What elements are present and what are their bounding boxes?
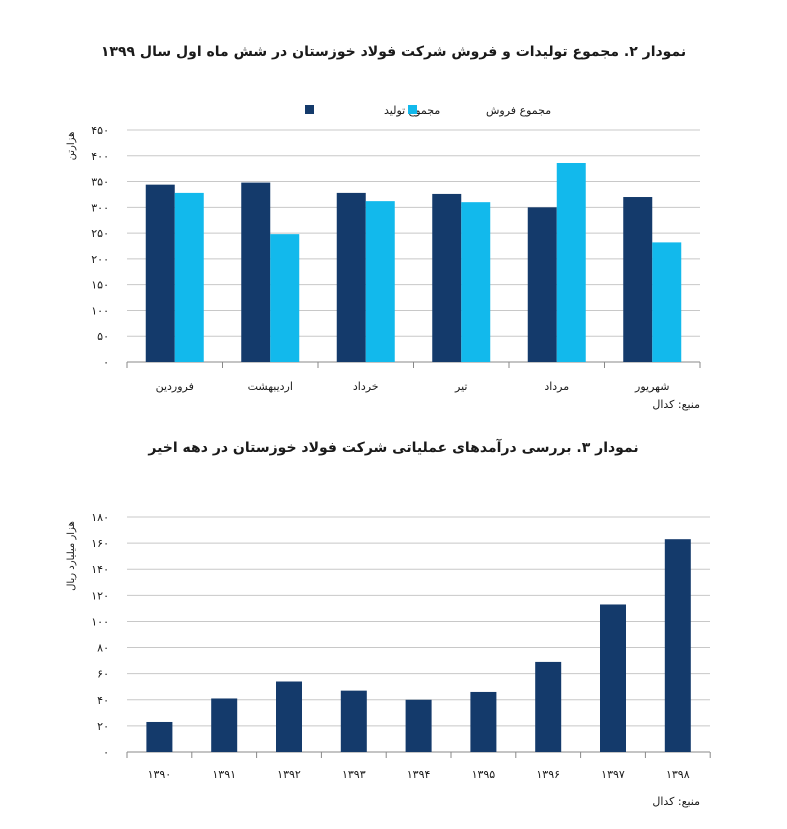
chart2-category-label: ۱۳۹۱ (212, 768, 236, 781)
chart1-bar (527, 207, 557, 362)
chart1-bar (174, 192, 204, 362)
chart2-source: منبع: کدال (652, 795, 700, 808)
chart1-bar (336, 192, 366, 362)
chart1-y-tick-label: ۴۰۰ (91, 150, 109, 163)
chart2-bar (664, 539, 691, 752)
chart2-y-tick-label: ۱۴۰ (91, 563, 109, 576)
chart1-title: نمودار ۲. مجموع تولیدات و فروش شرکت فولا… (100, 44, 687, 60)
chart1-bar (145, 184, 175, 362)
chart2-y-axis-label: هزار میلیارد ریال (66, 521, 77, 591)
chart2-category-label: ۱۳۹۵ (472, 768, 496, 781)
chart1-legend-swatch (408, 105, 417, 114)
chart1-y-tick-label: ۵۰ (97, 330, 109, 343)
chart1-bar (241, 182, 271, 362)
chart2-bar (470, 691, 497, 752)
chart2-title: نمودار ۳. بررسی درآمدهای عملیاتی شرکت فو… (148, 440, 639, 456)
chart2-y-tick-label: ۱۶۰ (91, 537, 109, 550)
chart2-y-tick-label: ۱۲۰ (91, 589, 109, 602)
chart2-bar (146, 721, 173, 752)
chart1-y-tick-label: ۴۵۰ (91, 124, 109, 137)
chart1-y-tick-label: ۱۵۰ (91, 279, 109, 292)
chart1-bar (623, 197, 653, 362)
chart1-y-tick-label: ۳۵۰ (91, 176, 109, 189)
chart2-bar (535, 661, 562, 752)
chart2-bar (340, 690, 367, 752)
chart2-category-label: ۱۳۹۸ (666, 768, 690, 781)
chart1-category-label: تیر (454, 380, 467, 393)
chart1-y-tick-label: ۰ (103, 356, 109, 369)
chart1-category-label: خرداد (353, 380, 379, 393)
chart2-y-tick-label: ۴۰ (97, 694, 109, 707)
chart1-y-tick-label: ۲۵۰ (91, 227, 109, 240)
chart1-bar (652, 242, 682, 362)
chart1-bar (432, 193, 462, 362)
chart1-y-axis-label: هزارتن (66, 132, 77, 161)
chart1-bar (365, 201, 395, 362)
chart1-category-label: شهریور (634, 380, 669, 393)
chart1-source: منبع: کدال (652, 398, 700, 411)
chart2-bar (405, 699, 432, 752)
chart2-category-label: ۱۳۹۰ (148, 768, 172, 781)
chart2-y-tick-label: ۲۰ (97, 720, 109, 733)
chart1-y-tick-label: ۳۰۰ (91, 201, 109, 214)
chart2-category-label: ۱۳۹۷ (601, 768, 625, 781)
chart2-y-tick-label: ۸۰ (97, 642, 109, 655)
chart2-y-tick-label: ۶۰ (97, 668, 109, 681)
chart2-category-label: ۱۳۹۲ (277, 768, 301, 781)
chart2-bar (600, 604, 626, 752)
chart1-category-label: مرداد (544, 380, 569, 393)
chart1-category-label: اردیبهشت (248, 380, 293, 393)
chart2-bar (276, 681, 302, 752)
chart1-legend-label: مجموع فروش (486, 104, 551, 117)
chart2-category-label: ۱۳۹۴ (407, 768, 431, 781)
chart1-bar (461, 202, 491, 362)
chart1-bar (556, 162, 586, 362)
chart2-y-tick-label: ۰ (103, 746, 109, 759)
chart1-bar (270, 234, 300, 362)
chart2-category-label: ۱۳۹۳ (342, 768, 366, 781)
chart2-bar (211, 698, 238, 752)
chart1-y-tick-label: ۱۰۰ (91, 304, 109, 317)
chart2-y-tick-label: ۱۰۰ (91, 615, 109, 628)
chart2-category-label: ۱۳۹۶ (536, 768, 560, 781)
chart1-legend-swatch (305, 105, 314, 114)
chart1-category-label: فروردین (156, 380, 194, 393)
chart1-y-tick-label: ۲۰۰ (91, 253, 109, 266)
chart2-y-tick-label: ۱۸۰ (91, 511, 109, 524)
